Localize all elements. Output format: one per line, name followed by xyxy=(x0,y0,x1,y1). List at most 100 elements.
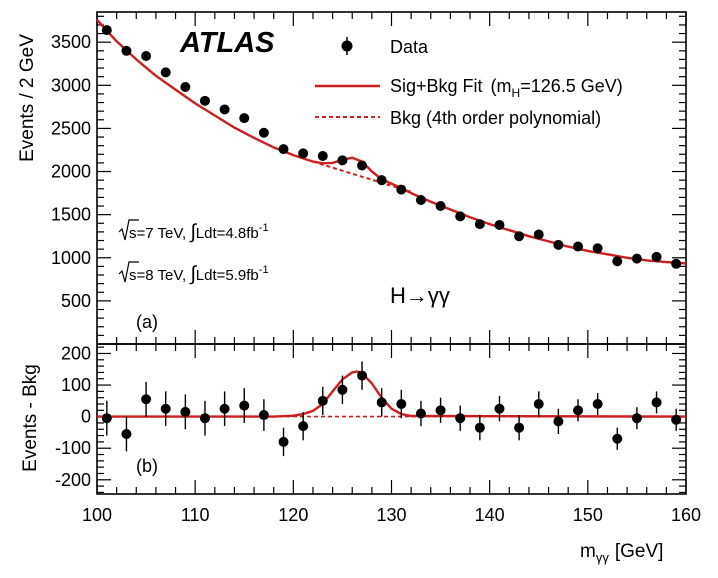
sqrt-icon xyxy=(118,219,139,241)
data-point xyxy=(121,45,132,56)
info2-ldt: Ldt=5.9fb xyxy=(196,267,259,284)
residual-point xyxy=(160,403,171,414)
residual-point xyxy=(573,405,584,416)
data-point xyxy=(435,201,446,212)
info2-rest: =8 TeV, xyxy=(137,267,191,284)
data-point xyxy=(180,82,191,93)
info2-sup: -1 xyxy=(259,264,269,276)
residual-point xyxy=(435,405,446,416)
xlabel-main: m xyxy=(580,541,596,562)
data-point xyxy=(396,184,407,195)
residual-point xyxy=(180,406,191,417)
svg-text:s=8 TeV, ∫Ldt=5.9fb-1: s=8 TeV, ∫Ldt=5.9fb-1 xyxy=(129,263,269,285)
y-tick-label: 100 xyxy=(61,375,91,395)
residual-point xyxy=(415,408,426,419)
info-line-2: s=8 TeV, ∫Ldt=5.9fb-1 xyxy=(118,261,269,285)
residual-point xyxy=(474,422,485,433)
residual-point xyxy=(592,399,603,409)
info1-integral: ∫ xyxy=(189,221,197,243)
data-point xyxy=(160,67,171,78)
legend-fit-label: Sig+Bkg Fit (mH=126.5 GeV) xyxy=(390,76,623,100)
x-tick-label: 130 xyxy=(376,505,406,525)
data-point xyxy=(258,127,269,138)
residual-point xyxy=(494,403,505,414)
legend-bkg-label: Bkg (4th order polynomial) xyxy=(390,108,601,128)
residual-point xyxy=(514,422,525,433)
residual-point xyxy=(651,397,662,408)
residual-point xyxy=(141,394,152,405)
data-point xyxy=(494,219,505,230)
residual-point xyxy=(357,370,368,381)
sqrt-icon xyxy=(118,261,139,283)
data-point xyxy=(219,104,230,115)
data-point xyxy=(141,50,152,61)
data-point xyxy=(631,253,642,264)
residual-point xyxy=(612,433,623,444)
residual-point xyxy=(631,413,642,424)
y-tick-label: 3000 xyxy=(51,75,91,95)
info2-integral: ∫ xyxy=(189,263,197,285)
legend-fit-param-close: =126.5 GeV) xyxy=(520,76,623,96)
residual-point xyxy=(553,416,564,427)
data-point xyxy=(612,256,623,267)
data-point xyxy=(278,144,289,155)
y-tick-label: 3500 xyxy=(51,32,91,52)
data-point xyxy=(376,175,387,186)
y-tick-label: 1000 xyxy=(51,248,91,268)
bottom-ticks: 100 110 120 130 140 150 160 -200 -100 0 100 200 xyxy=(55,343,701,525)
xlabel-subscript: γγ xyxy=(596,550,610,565)
x-tick-label: 140 xyxy=(475,505,505,525)
legend-fit-name: Sig+Bkg Fit xyxy=(390,76,483,96)
residual-point xyxy=(533,399,544,409)
info-line-1: s=7 TeV, ∫Ldt=4.8fb-1 xyxy=(118,219,269,243)
svg-text:s=7 TeV, ∫Ldt=4.8fb-1: s=7 TeV, ∫Ldt=4.8fb-1 xyxy=(129,221,269,243)
info1-sup: -1 xyxy=(259,222,269,234)
legend-data-label: Data xyxy=(390,37,429,57)
legend-fit-param-open: (m xyxy=(491,76,512,96)
residual-point xyxy=(219,403,230,414)
info1-ldt: Ldt=4.8fb xyxy=(196,225,259,242)
x-tick-label: 160 xyxy=(671,505,701,525)
x-tick-label: 150 xyxy=(573,505,603,525)
x-axis-title: mγγ [GeV] xyxy=(580,541,663,565)
experiment-label: ATLAS xyxy=(179,27,275,59)
data-point xyxy=(337,155,348,166)
xlabel-unit: [GeV] xyxy=(615,541,664,562)
data-point xyxy=(514,231,525,242)
residual-point xyxy=(376,397,387,408)
data-point xyxy=(553,239,564,250)
y-tick-label: 2500 xyxy=(51,118,91,138)
y-tick-label: 200 xyxy=(61,343,91,363)
residual-point xyxy=(258,410,269,421)
data-point xyxy=(671,258,682,269)
residual-point xyxy=(121,429,132,439)
data-point xyxy=(415,194,426,205)
data-point xyxy=(317,151,328,162)
top-panel-marks xyxy=(96,18,687,269)
y-tick-label: 1500 xyxy=(51,205,91,225)
y-tick-label: -200 xyxy=(55,470,91,490)
signal-fit-line xyxy=(97,370,687,418)
residual-point xyxy=(455,413,466,424)
legend: Data Sig+Bkg Fit (mH=126.5 GeV) Bkg (4th … xyxy=(315,37,623,128)
bottom-ylabel: Events - Bkg xyxy=(20,364,41,472)
x-tick-label: 100 xyxy=(82,505,112,525)
y-tick-label: 2000 xyxy=(51,162,91,182)
data-point xyxy=(573,241,584,252)
data-point xyxy=(651,251,662,262)
y-tick-label: 0 xyxy=(81,407,91,427)
residual-point xyxy=(671,414,682,425)
data-point xyxy=(474,219,485,230)
data-point xyxy=(298,148,309,159)
y-tick-label: -100 xyxy=(55,438,91,458)
panel-tag-b: (b) xyxy=(136,456,158,476)
data-point xyxy=(455,211,466,222)
data-point xyxy=(357,160,368,171)
data-point xyxy=(239,113,250,124)
residual-point xyxy=(101,413,112,424)
residual-point xyxy=(317,395,328,406)
bottom-panel-marks xyxy=(97,361,687,457)
legend-fit-param-sub: H xyxy=(512,86,521,100)
residual-point xyxy=(396,399,407,409)
